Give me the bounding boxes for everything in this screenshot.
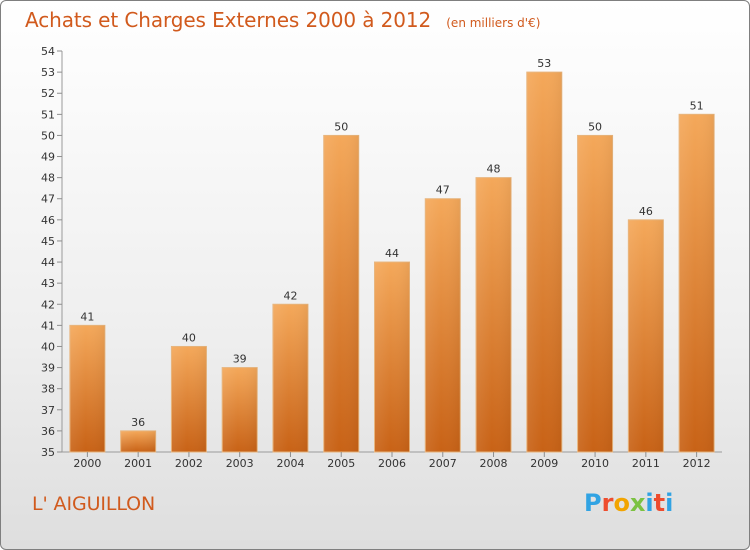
y-tick-label: 43 xyxy=(41,277,55,290)
y-tick-label: 38 xyxy=(41,383,55,396)
y-tick-label: 45 xyxy=(41,235,55,248)
y-tick-label: 35 xyxy=(41,446,55,459)
x-tick-label-2008: 2008 xyxy=(480,457,508,470)
bar-value-label-2005: 50 xyxy=(334,120,348,133)
bar-shading-2010 xyxy=(577,135,613,452)
y-tick-label: 50 xyxy=(41,129,55,142)
bar-shading-2000 xyxy=(69,325,105,452)
x-tick-label-2011: 2011 xyxy=(632,457,660,470)
y-tick-label: 37 xyxy=(41,404,55,417)
bar-group-2003: 39 2003 xyxy=(221,353,258,470)
bar-group-2000: 41 2000 xyxy=(69,310,106,470)
proxiti-logo-letter: i xyxy=(645,489,654,517)
bar-group-2005: 50 2005 xyxy=(323,120,360,470)
bar-value-label-2003: 39 xyxy=(233,353,247,366)
bar-value-label-2009: 53 xyxy=(537,57,551,70)
bar-shading-2012 xyxy=(679,114,715,452)
bar-group-2004: 42 2004 xyxy=(272,289,309,470)
bar-shading-2007 xyxy=(425,198,461,452)
x-tick-label-2004: 2004 xyxy=(276,457,304,470)
bar-group-2001: 36 2001 xyxy=(120,416,157,470)
proxiti-logo-letter: t xyxy=(653,489,666,517)
proxiti-logo: Proxiti xyxy=(584,491,673,515)
y-tick-label: 41 xyxy=(41,319,55,332)
bar-group-2010: 50 2010 xyxy=(577,120,614,470)
bar-shading-2003 xyxy=(222,367,258,452)
bar-group-2006: 44 2006 xyxy=(374,247,410,470)
bar-value-label-2011: 46 xyxy=(639,205,653,218)
y-tick-label: 51 xyxy=(41,108,55,121)
bar-shading-2009 xyxy=(526,72,562,453)
y-tick-label: 54 xyxy=(41,45,55,58)
chart-subtitle: (en milliers d'€) xyxy=(446,16,541,30)
y-tick-label: 46 xyxy=(41,214,55,227)
bar-shading-2002 xyxy=(171,346,207,452)
bar-value-label-2004: 42 xyxy=(283,289,297,302)
bar-value-label-2010: 50 xyxy=(588,120,602,133)
y-tick-label: 36 xyxy=(41,425,55,438)
x-tick-label-2001: 2001 xyxy=(124,457,152,470)
bar-value-label-2008: 48 xyxy=(487,163,501,176)
bar-value-label-2001: 36 xyxy=(131,416,145,429)
bar-shading-2011 xyxy=(628,219,664,452)
x-tick-label-2006: 2006 xyxy=(378,457,406,470)
y-tick-label: 49 xyxy=(41,151,55,164)
y-tick-label: 42 xyxy=(41,298,55,311)
proxiti-logo-letter: P xyxy=(584,489,602,517)
bar-value-label-2012: 51 xyxy=(690,99,704,112)
bar-group-2002: 40 2002 xyxy=(170,331,207,470)
bar-group-2008: 48 2008 xyxy=(475,163,512,470)
x-tick-label-2002: 2002 xyxy=(175,457,203,470)
x-tick-label-2003: 2003 xyxy=(226,457,254,470)
y-tick-label: 44 xyxy=(41,256,55,269)
proxiti-logo-letter: i xyxy=(665,489,674,517)
x-tick-label-2007: 2007 xyxy=(429,457,457,470)
commune-name: L' AIGUILLON xyxy=(32,493,156,515)
x-tick-label-2010: 2010 xyxy=(581,457,609,470)
chart-title: Achats et Charges Externes 2000 à 2012 xyxy=(25,8,432,32)
x-tick-label-2005: 2005 xyxy=(327,457,355,470)
y-tick-label: 48 xyxy=(41,172,55,185)
bar-value-label-2000: 41 xyxy=(80,310,94,323)
y-tick-label: 40 xyxy=(41,340,55,353)
bar-group-2011: 46 2011 xyxy=(627,205,664,470)
bar-shading-2005 xyxy=(323,135,359,452)
x-tick-label-2012: 2012 xyxy=(683,457,711,470)
proxiti-logo-letter: o xyxy=(613,489,630,517)
proxiti-logo-letter: r xyxy=(601,489,614,517)
chart-title-line: Achats et Charges Externes 2000 à 2012 (… xyxy=(25,8,540,32)
x-tick-label-2009: 2009 xyxy=(530,457,558,470)
y-tick-label: 52 xyxy=(41,87,55,100)
y-tick-label: 47 xyxy=(41,193,55,206)
bar-group-2012: 51 2012 xyxy=(678,99,715,470)
bar-shading-2004 xyxy=(272,304,308,452)
bar-group-2009: 53 2009 xyxy=(526,57,563,470)
bar-value-label-2002: 40 xyxy=(182,331,196,344)
proxiti-logo-letter: x xyxy=(629,489,646,517)
y-tick-label: 53 xyxy=(41,66,55,79)
bar-group-2007: 47 2007 xyxy=(424,184,461,470)
y-tick-label: 39 xyxy=(41,362,55,375)
bar-value-label-2006: 44 xyxy=(385,247,399,260)
bar-shading-2006 xyxy=(374,262,410,452)
x-tick-label-2000: 2000 xyxy=(73,457,101,470)
bar-value-label-2007: 47 xyxy=(436,184,450,197)
bar-shading-2001 xyxy=(120,430,156,452)
bar-shading-2008 xyxy=(476,177,512,452)
